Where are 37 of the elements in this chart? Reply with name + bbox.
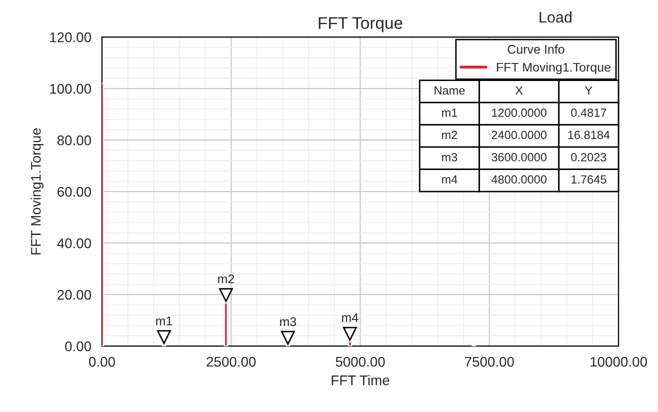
annotation: 3600.0000 (492, 153, 547, 162)
chart-title: FFT Torque (318, 17, 402, 32)
x-tick-label: 0.00 (89, 356, 115, 367)
y-axis-title: FFT Moving1.Torque (30, 128, 44, 254)
legend-label: FFT Moving1.Torque (496, 62, 610, 74)
x-tick-label: 7500.00 (465, 356, 514, 367)
annotation: Y (585, 86, 592, 95)
y-tick-label: 0.00 (65, 341, 92, 352)
annotation: m2 (218, 274, 234, 284)
x-axis-title: FFT Time (332, 375, 390, 386)
annotation: 1.7645 (572, 175, 606, 184)
text: Load (540, 11, 572, 23)
y-tick-label: 100.00 (50, 84, 92, 94)
annotation: m1 (156, 316, 172, 326)
annotation: 2400.0000 (492, 130, 547, 140)
annotation: m3 (280, 317, 296, 326)
annotation: Name (434, 86, 465, 95)
y-tick-label: 120.00 (50, 32, 92, 42)
y-tick-label: 40.00 (57, 238, 92, 248)
annotation: 1200.0000 (492, 108, 547, 117)
annotation: m4 (342, 313, 358, 322)
annotation: 0.4817 (571, 108, 606, 117)
x-tick-label: 2500.00 (206, 356, 256, 367)
annotation: 0.2023 (571, 153, 606, 162)
annotation: 16.8184 (568, 130, 610, 140)
x-tick-label: 10000.00 (590, 356, 647, 367)
y-tick-label: 80.00 (57, 135, 92, 146)
text: m2 (442, 130, 458, 140)
legend-title: Curve Info (508, 44, 564, 54)
x-tick-label: 5000.00 (336, 356, 385, 367)
text: m4 (442, 175, 458, 184)
annotation: 4800.0000 (491, 175, 547, 184)
text: m3 (442, 153, 458, 162)
y-tick-label: 60.00 (58, 186, 92, 197)
annotation: X (515, 86, 523, 95)
y-tick-label: 20.00 (58, 290, 92, 300)
text: m1 (442, 108, 458, 117)
